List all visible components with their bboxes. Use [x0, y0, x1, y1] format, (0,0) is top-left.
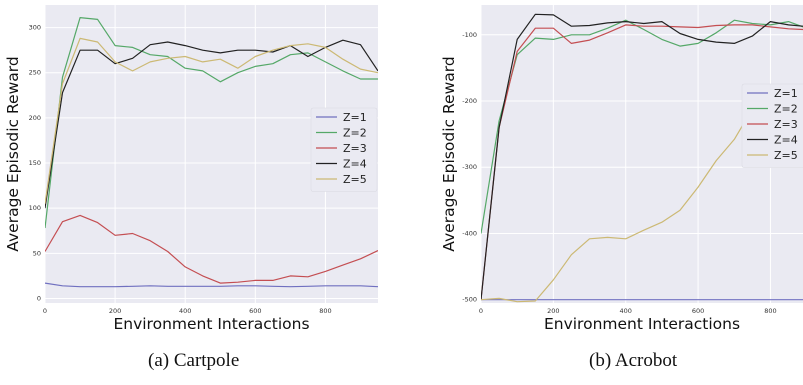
legend-box [310, 107, 378, 192]
series-line-Z2 [45, 17, 378, 229]
legend-label: Z=3 [774, 118, 798, 131]
legend: Z=1 Z=2 Z=3 Z=4 Z=5 [741, 83, 803, 168]
x-tick-label: 400 [179, 307, 191, 315]
y-axis-label: Average Episodic Reward [440, 56, 458, 251]
series-group [45, 17, 378, 288]
y-tick-label: -300 [462, 163, 477, 171]
y-tick-label: -400 [462, 229, 477, 237]
legend-label: Z=3 [343, 142, 367, 155]
caption-acrobot: (b) Acrobot [589, 350, 678, 371]
y-tick-label: -500 [462, 296, 477, 304]
legend-label: Z=1 [343, 111, 367, 124]
series-line-Z3 [45, 214, 378, 284]
x-tick-label: 600 [692, 307, 704, 315]
caption-cartpole: (a) Cartpole [148, 350, 240, 371]
y-tick-label: 0 [37, 294, 41, 302]
x-tick-label: 800 [319, 307, 331, 315]
x-axis-label: Environment Interactions [544, 315, 740, 333]
series-line-Z1 [45, 282, 378, 288]
y-tick-label: -200 [462, 97, 477, 105]
y-tick-label: 300 [29, 24, 41, 32]
x-tick-label: 0 [43, 307, 47, 315]
legend-box [741, 83, 803, 168]
legend: Z=1 Z=2 Z=3 Z=4 Z=5 [310, 107, 378, 192]
legend-label: Z=4 [774, 134, 798, 147]
x-tick-label: 800 [764, 307, 776, 315]
y-tick-label: -100 [462, 31, 477, 39]
y-tick-label: 150 [29, 159, 41, 167]
x-axis-label: Environment Interactions [113, 315, 309, 333]
series-line-Z4 [481, 13, 803, 300]
y-tick-label: 50 [33, 249, 41, 257]
x-tick-label: 0 [479, 307, 483, 315]
series-line-Z2 [481, 19, 803, 234]
x-tick-label: 600 [249, 307, 261, 315]
legend-label: Z=1 [774, 87, 798, 100]
x-tick-label: 200 [109, 307, 121, 315]
y-axis-label: Average Episodic Reward [4, 56, 22, 251]
legend-label: Z=5 [343, 173, 367, 186]
series-line-Z5 [45, 37, 378, 204]
chart-cartpole: 0 50 100 150 200 250 300 0 200 400 600 800 Environme… [4, 5, 378, 333]
legend-label: Z=2 [774, 103, 798, 116]
legend-label: Z=2 [343, 127, 367, 140]
y-tick-label: 200 [29, 114, 41, 122]
legend-label: Z=5 [774, 149, 798, 162]
chart-acrobot: -500 -400 -300 -200 -100 0 200 400 600 800 Environ… [440, 5, 803, 333]
y-tick-label: 100 [29, 204, 41, 212]
y-tick-label: 250 [29, 69, 41, 77]
legend-label: Z=4 [343, 158, 367, 171]
series-line-Z4 [45, 39, 378, 209]
series-line-Z3 [481, 24, 803, 300]
x-tick-label: 400 [620, 307, 632, 315]
x-tick-label: 200 [547, 307, 559, 315]
